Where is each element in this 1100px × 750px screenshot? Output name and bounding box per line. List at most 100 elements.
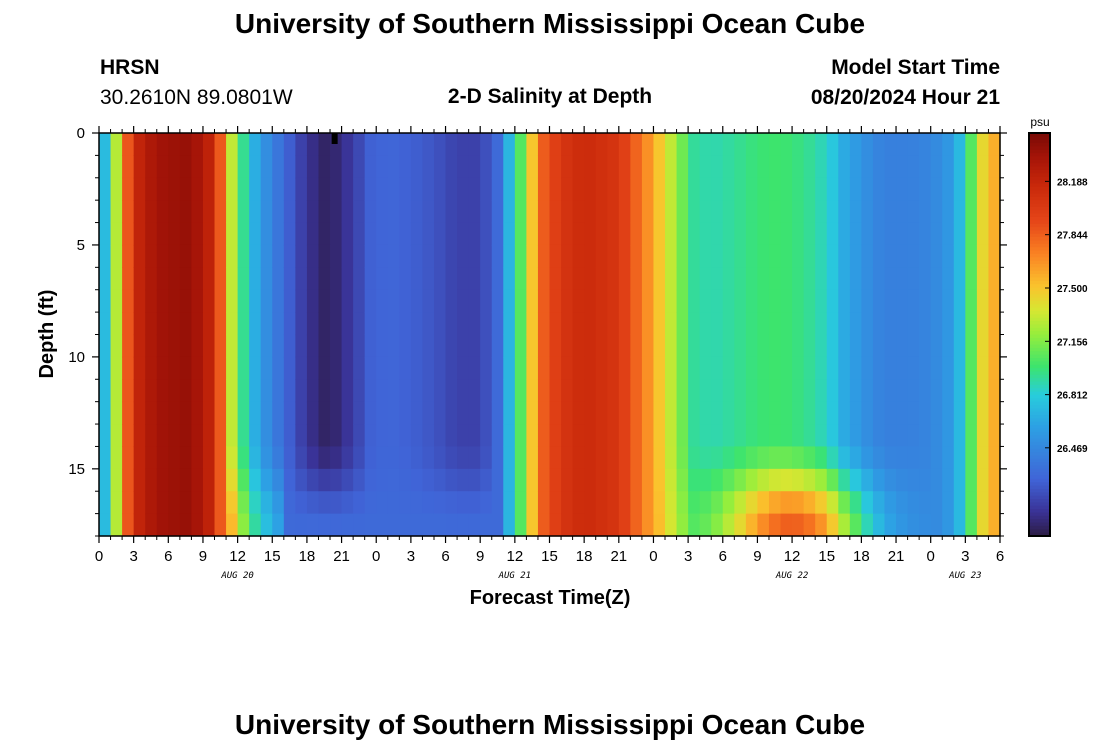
- heatmap-cell: [191, 177, 204, 201]
- heatmap-cell: [757, 289, 770, 313]
- x-tick-label: 15: [541, 548, 558, 565]
- heatmap-cell: [896, 133, 909, 156]
- heatmap-cell: [803, 424, 816, 448]
- heatmap-cell: [641, 446, 655, 470]
- heatmap-cell: [433, 424, 447, 448]
- heatmap-cell: [861, 244, 874, 268]
- surface-marker: [331, 133, 338, 144]
- heatmap-cell: [942, 424, 955, 448]
- heatmap-cell: [757, 491, 770, 515]
- heatmap-cell: [942, 267, 955, 291]
- heatmap-cell: [734, 133, 747, 156]
- heatmap-cell: [214, 334, 227, 358]
- heatmap-cell: [318, 200, 331, 224]
- heatmap-cell: [572, 222, 585, 246]
- heatmap-cell: [861, 200, 874, 224]
- heatmap-cell: [745, 200, 759, 224]
- heatmap-cell: [468, 177, 481, 201]
- heatmap-cell: [665, 133, 678, 156]
- heatmap-cell: [965, 401, 978, 425]
- heatmap-cell: [907, 177, 920, 201]
- heatmap-cell: [330, 424, 343, 448]
- heatmap-cell: [919, 267, 932, 291]
- colorbar-segment: [1029, 462, 1050, 467]
- observation-markers: [331, 133, 338, 144]
- colorbar-segment: [1029, 227, 1050, 231]
- heatmap-cell: [526, 244, 539, 268]
- heatmap-cell: [734, 446, 747, 470]
- heatmap-cell: [768, 267, 782, 291]
- heatmap-cell: [376, 267, 389, 291]
- heatmap-cell: [283, 267, 296, 291]
- heatmap-cell: [387, 334, 400, 358]
- heatmap-cell: [214, 244, 227, 268]
- heatmap-cell: [226, 401, 239, 425]
- heatmap-cell: [919, 513, 932, 537]
- heatmap-cell: [665, 155, 678, 179]
- heatmap-cell: [457, 155, 470, 179]
- colorbar-segment: [1029, 371, 1050, 376]
- heatmap-cell: [872, 468, 886, 492]
- heatmap-cell: [942, 513, 955, 537]
- heatmap-cell: [99, 177, 112, 201]
- heatmap-cell: [942, 401, 955, 425]
- heatmap-cell: [410, 155, 424, 179]
- heatmap-cell: [318, 446, 331, 470]
- colorbar-segment: [1029, 203, 1050, 208]
- heatmap-cell: [930, 379, 943, 403]
- heatmap-cell: [179, 401, 193, 425]
- heatmap-cell: [618, 200, 631, 224]
- heatmap-cell: [965, 424, 978, 448]
- heatmap-cell: [826, 424, 839, 448]
- heatmap-cell: [803, 446, 816, 470]
- heatmap-cell: [699, 424, 712, 448]
- heatmap-cell: [99, 356, 112, 380]
- heatmap-cell: [526, 491, 539, 515]
- heatmap-cell: [896, 379, 909, 403]
- heatmap-cell: [688, 424, 701, 448]
- colorbar: [1029, 133, 1050, 537]
- heatmap-cell: [353, 133, 366, 156]
- heatmap-cell: [330, 200, 343, 224]
- heatmap-cell: [953, 334, 966, 358]
- heatmap-cell: [491, 177, 504, 201]
- heatmap-cell: [884, 446, 897, 470]
- heatmap-cell: [711, 468, 724, 492]
- heatmap-cell: [549, 177, 562, 201]
- heatmap-cell: [653, 133, 666, 156]
- heatmap-cell: [99, 244, 112, 268]
- date-label: AUG 22: [775, 571, 809, 581]
- heatmap-cell: [410, 446, 424, 470]
- heatmap-cell: [884, 356, 897, 380]
- heatmap-cell: [595, 379, 608, 403]
- heatmap-cell: [341, 244, 354, 268]
- heatmap-cell: [503, 155, 516, 179]
- heatmap-cell: [364, 379, 377, 403]
- heatmap-cell: [907, 356, 920, 380]
- heatmap-cell: [295, 222, 308, 246]
- heatmap-cell: [318, 513, 331, 537]
- heatmap-cell: [249, 446, 262, 470]
- colorbar-tick-label: 28.188: [1057, 177, 1088, 188]
- heatmap-cell: [849, 491, 862, 515]
- heatmap-cell: [584, 155, 597, 179]
- heatmap-cell: [399, 401, 412, 425]
- heatmap-cell: [491, 155, 504, 179]
- colorbar-segment: [1029, 321, 1050, 326]
- colorbar-segment: [1029, 472, 1050, 477]
- heatmap-cell: [202, 267, 216, 291]
- heatmap-cell: [561, 379, 574, 403]
- colorbar-segment: [1029, 378, 1050, 383]
- heatmap-cell: [376, 222, 389, 246]
- heatmap-cell: [133, 424, 146, 448]
- heatmap-cell: [907, 312, 920, 336]
- heatmap-cell: [526, 424, 539, 448]
- heatmap-cell: [399, 356, 412, 380]
- heatmap-cell: [757, 379, 770, 403]
- heatmap-cell: [757, 177, 770, 201]
- heatmap-cell: [780, 289, 793, 313]
- heatmap-cell: [549, 244, 562, 268]
- heatmap-cell: [226, 513, 239, 537]
- heatmap-cell: [734, 312, 747, 336]
- heatmap-cell: [422, 446, 435, 470]
